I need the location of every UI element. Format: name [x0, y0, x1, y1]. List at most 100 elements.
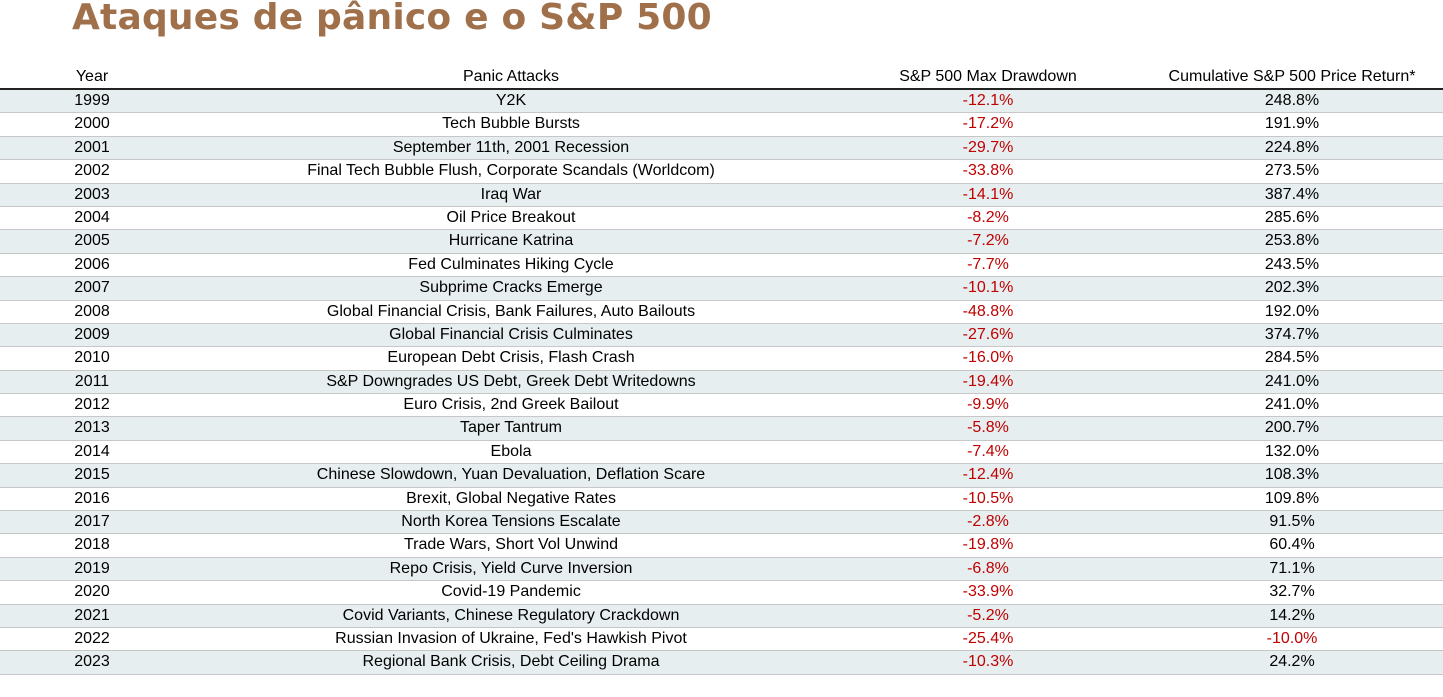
cell-max-drawdown: -10.5%: [962, 489, 1014, 507]
cell-panic-attack: September 11th, 2001 Recession: [392, 138, 630, 156]
cell-panic-attack: Global Financial Crisis Culminates: [389, 325, 633, 343]
cell-max-drawdown: -14.1%: [962, 185, 1014, 203]
header-year: Year: [75, 68, 109, 85]
table-row: 2006 Fed Culminates Hiking Cycle -7.7% 243.…: [0, 254, 1443, 278]
cell-panic-attack: Iraq War: [480, 185, 542, 203]
cell-cumulative-return: 108.3%: [1264, 466, 1320, 484]
cell-panic-attack: Russian Invasion of Ukraine, Fed's Hawki…: [335, 629, 687, 647]
table-row: 2005 Hurricane Katrina -7.2% 253.8%: [0, 230, 1443, 254]
cell-cumulative-return: 374.7%: [1264, 325, 1320, 343]
cell-cumulative-return: 91.5%: [1269, 513, 1315, 531]
cell-max-drawdown: -5.8%: [967, 419, 1009, 437]
cell-max-drawdown: -10.1%: [962, 279, 1014, 297]
table-row: 2015 Chinese Slowdown, Yuan Devaluation, …: [0, 464, 1443, 488]
table-row: 2023 Regional Bank Crisis, Debt Ceiling D…: [0, 651, 1443, 675]
table-row: 2010 European Debt Crisis, Flash Crash -16…: [0, 347, 1443, 371]
cell-panic-attack: Final Tech Bubble Flush, Corporate Scand…: [307, 162, 715, 180]
cell-cumulative-return: 202.3%: [1264, 279, 1320, 297]
cell-cumulative-return: 241.0%: [1264, 372, 1320, 390]
cell-year: 2003: [74, 185, 110, 203]
cell-cumulative-return: 241.0%: [1264, 396, 1320, 414]
cell-year: 2007: [74, 279, 110, 297]
cell-panic-attack: Chinese Slowdown, Yuan Devaluation, Defl…: [316, 466, 706, 484]
cell-panic-attack: Ebola: [490, 442, 532, 460]
cell-year: 2010: [74, 349, 110, 367]
cell-year: 2019: [74, 559, 110, 577]
cell-year: 2002: [74, 162, 110, 180]
table-row: 2008 Global Financial Crisis, Bank Failur…: [0, 301, 1443, 324]
panic-attacks-table: Year Panic Attacks S&P 500 Max Drawdown …: [0, 64, 1443, 675]
cell-cumulative-return: -10.0%: [1266, 629, 1318, 647]
cell-cumulative-return: 24.2%: [1269, 653, 1315, 671]
cell-cumulative-return: 71.1%: [1269, 559, 1315, 577]
table-header: Year Panic Attacks S&P 500 Max Drawdown …: [0, 64, 1443, 90]
cell-panic-attack: Global Financial Crisis, Bank Failures, …: [326, 302, 696, 320]
cell-max-drawdown: -7.4%: [967, 442, 1009, 460]
table-body: 1999 Y2K -12.1% 248.8% 2000 Tech Bubble Burst…: [0, 90, 1443, 675]
cell-cumulative-return: 285.6%: [1264, 208, 1320, 226]
cell-cumulative-return: 191.9%: [1264, 115, 1320, 133]
cell-year: 2000: [74, 115, 110, 133]
table-row: 2003 Iraq War -14.1% 387.4%: [0, 183, 1443, 207]
cell-cumulative-return: 387.4%: [1264, 185, 1320, 203]
cell-cumulative-return: 284.5%: [1264, 349, 1320, 367]
table-row: 2009 Global Financial Crisis Culminates -2…: [0, 323, 1443, 348]
cell-year: 2018: [74, 536, 110, 554]
cell-year: 2005: [74, 232, 110, 250]
table-row: 2000 Tech Bubble Bursts -17.2% 191.9%: [0, 113, 1443, 137]
table-row: 2022 Russian Invasion of Ukraine, Fed's H…: [0, 628, 1443, 652]
cell-max-drawdown: -12.4%: [962, 466, 1014, 484]
cell-max-drawdown: -6.8%: [967, 559, 1009, 577]
cell-cumulative-return: 248.8%: [1264, 92, 1320, 109]
cell-panic-attack: Taper Tantrum: [460, 419, 562, 437]
cell-panic-attack: Regional Bank Crisis, Debt Ceiling Drama: [362, 653, 660, 671]
table-row: 2014 Ebola -7.4% 132.0%: [0, 441, 1443, 465]
cell-panic-attack: Euro Crisis, 2nd Greek Bailout: [403, 396, 619, 414]
cell-max-drawdown: -7.7%: [967, 255, 1009, 273]
cell-year: 2008: [74, 302, 110, 320]
cell-panic-attack: Fed Culminates Hiking Cycle: [408, 255, 614, 273]
cell-panic-attack: Y2K: [495, 92, 527, 109]
table-row: 2011 S&P Downgrades US Debt, Greek Debt W…: [0, 370, 1443, 395]
cell-max-drawdown: -12.1%: [962, 92, 1014, 109]
header-cumulative-return: Cumulative S&P 500 Price Return*: [1168, 68, 1416, 85]
cell-cumulative-return: 243.5%: [1264, 255, 1320, 273]
cell-max-drawdown: -27.6%: [962, 325, 1014, 343]
cell-panic-attack: Tech Bubble Bursts: [442, 115, 580, 133]
cell-max-drawdown: -33.9%: [962, 583, 1014, 601]
table-row: 2001 September 11th, 2001 Recession -29.7%…: [0, 136, 1443, 161]
cell-cumulative-return: 109.8%: [1264, 489, 1320, 507]
cell-max-drawdown: -9.9%: [967, 396, 1009, 414]
cell-cumulative-return: 60.4%: [1269, 536, 1315, 554]
cell-panic-attack: Covid-19 Pandemic: [441, 583, 581, 601]
cell-max-drawdown: -25.4%: [962, 629, 1014, 647]
cell-panic-attack: Trade Wars, Short Vol Unwind: [403, 536, 619, 554]
cell-max-drawdown: -19.8%: [962, 536, 1014, 554]
cell-panic-attack: North Korea Tensions Escalate: [401, 513, 621, 531]
cell-max-drawdown: -10.3%: [962, 653, 1014, 671]
cell-max-drawdown: -19.4%: [962, 372, 1014, 390]
table-row: 2016 Brexit, Global Negative Rates -10.5% 1…: [0, 488, 1443, 512]
cell-panic-attack: European Debt Crisis, Flash Crash: [387, 349, 635, 367]
cell-panic-attack: Brexit, Global Negative Rates: [406, 489, 616, 507]
cell-cumulative-return: 192.0%: [1264, 302, 1320, 320]
cell-panic-attack: S&P Downgrades US Debt, Greek Debt Write…: [326, 372, 696, 390]
cell-panic-attack: Covid Variants, Chinese Regulatory Crack…: [342, 606, 680, 624]
cell-max-drawdown: -8.2%: [967, 208, 1009, 226]
cell-cumulative-return: 132.0%: [1264, 442, 1320, 460]
cell-year: 2001: [74, 138, 110, 156]
cell-year: 2011: [74, 372, 110, 390]
cell-cumulative-return: 224.8%: [1264, 138, 1320, 156]
cell-cumulative-return: 32.7%: [1269, 583, 1315, 601]
table-row: 2013 Taper Tantrum -5.8% 200.7%: [0, 417, 1443, 441]
cell-max-drawdown: -17.2%: [962, 115, 1014, 133]
table-row: 2002 Final Tech Bubble Flush, Corporate S…: [0, 160, 1443, 184]
table-row: 1999 Y2K -12.1% 248.8%: [0, 90, 1443, 114]
cell-year: 2023: [74, 653, 110, 671]
cell-cumulative-return: 200.7%: [1264, 419, 1320, 437]
cell-max-drawdown: -33.8%: [962, 162, 1014, 180]
cell-max-drawdown: -5.2%: [967, 606, 1009, 624]
page-title: Ataques de pânico e o S&P 500: [72, 0, 712, 38]
table-row: 2017 North Korea Tensions Escalate -2.8% 91…: [0, 511, 1443, 535]
cell-max-drawdown: -7.2%: [967, 232, 1009, 250]
